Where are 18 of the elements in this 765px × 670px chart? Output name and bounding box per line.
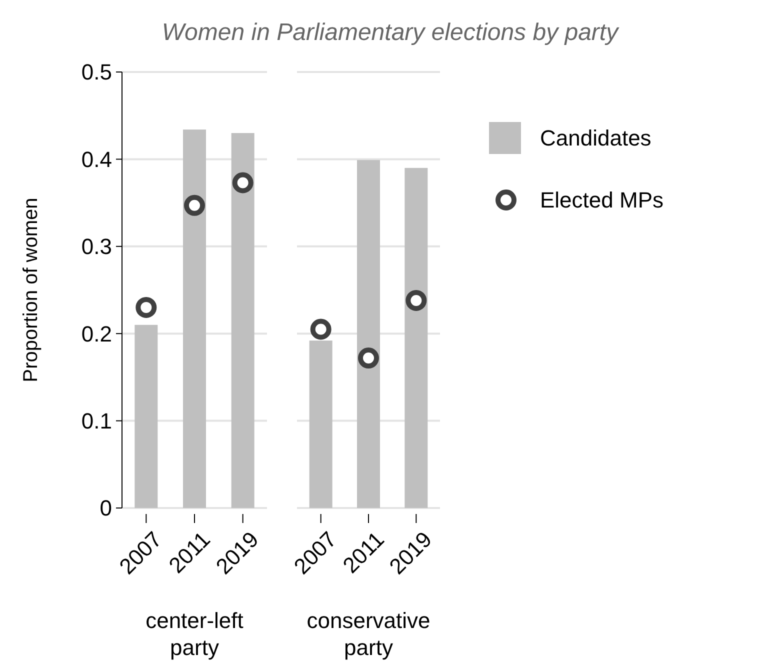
bar xyxy=(134,324,158,508)
y-tick-label: 0.3 xyxy=(81,234,112,260)
text: Women in Parliamentary elections by party xyxy=(162,19,620,46)
y-tick-label: 0.1 xyxy=(81,408,112,434)
y-tick-label: 0.5 xyxy=(81,60,112,85)
x-axis-title: conservative party xyxy=(306,608,430,660)
bar xyxy=(183,130,206,508)
y-tick-label: 0.4 xyxy=(81,146,112,172)
legend-label: Elected MPs xyxy=(540,188,664,213)
point xyxy=(136,296,157,318)
bar xyxy=(231,133,254,508)
point xyxy=(184,194,205,216)
x-axis-title: center-left party xyxy=(146,608,244,660)
y-axis-title: Proportion of women xyxy=(20,198,42,382)
point xyxy=(232,172,254,194)
y-tick-label: 0 xyxy=(100,496,112,521)
y-tick-label: 0.2 xyxy=(81,321,112,346)
legend-label: Candidates xyxy=(540,126,652,151)
